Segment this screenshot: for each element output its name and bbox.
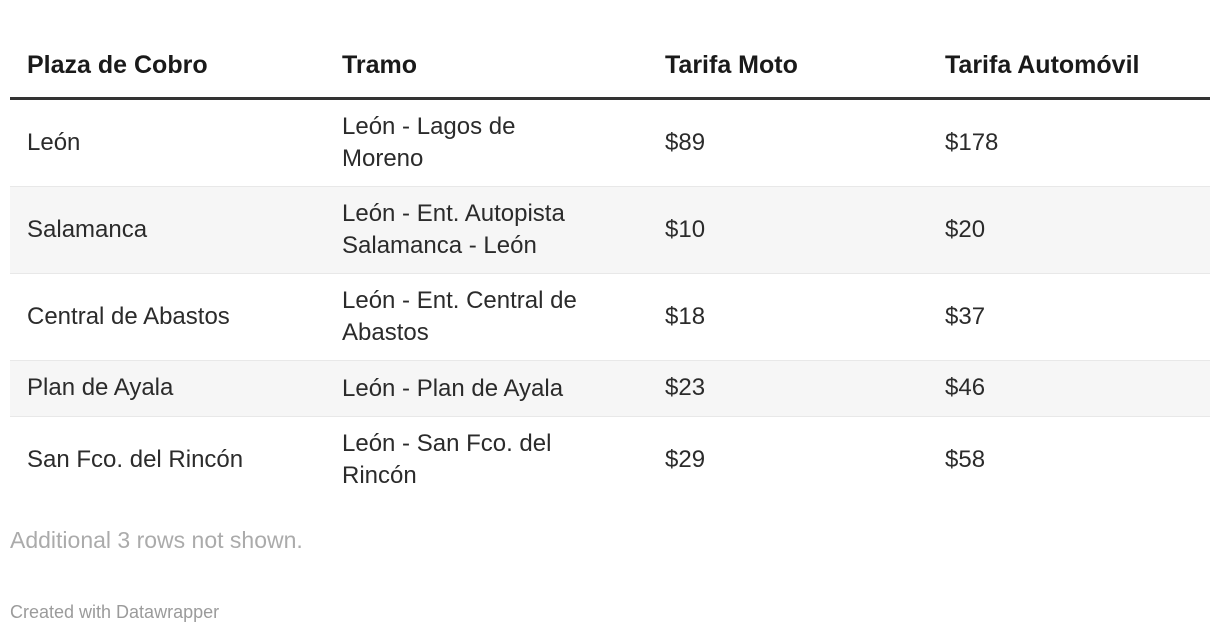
cell-tarifa-automovil: $20	[945, 216, 986, 243]
cell-plaza: San Fco. del Rincón	[27, 445, 244, 473]
cell-tramo: León - San Fco. del Rincón	[325, 416, 648, 503]
cell-tarifa-automovil: $58	[945, 445, 986, 473]
cell-tramo: León - Ent. Autopista Salamanca - León	[325, 187, 648, 274]
cell-tarifa-automovil: $178	[945, 129, 999, 156]
cell-tarifa-moto: $89	[665, 129, 706, 156]
cell-tarifa-moto: $10	[665, 216, 706, 243]
table-row: Central de Abastos León - Ent. Central d…	[10, 273, 1210, 361]
column-header-plaza-de-cobro: Plaza de Cobro	[10, 35, 325, 100]
table-row: San Fco. del Rincón León - San Fco. del …	[10, 416, 1210, 503]
cell-plaza: Central de Abastos	[27, 303, 230, 330]
column-header-tarifa-moto: Tarifa Moto	[648, 35, 928, 100]
table-row: Plan de Ayala León - Plan de Ayala $23 $…	[10, 360, 1210, 417]
cell-tramo: León - Ent. Central de Abastos	[325, 274, 648, 361]
cell-tarifa-moto: $23	[665, 374, 706, 402]
column-header-tarifa-automovil: Tarifa Automóvil	[928, 35, 1210, 100]
cell-plaza: Plan de Ayala	[27, 374, 174, 402]
cell-tramo-text: León - San Fco. del Rincón	[342, 429, 552, 489]
cell-tramo-text: León - Ent. Autopista Salamanca - León	[342, 200, 565, 259]
cell-tramo-text: León - Ent. Central de Abastos	[342, 287, 577, 346]
table-row: León León - Lagos de Moreno $89 $178	[10, 98, 1210, 187]
cell-tarifa-automovil: $46	[945, 374, 986, 402]
table-row: Salamanca León - Ent. Autopista Salamanc…	[10, 186, 1210, 274]
datawrapper-attribution-link[interactable]: Created with Datawrapper	[10, 601, 220, 622]
cell-tarifa-moto: $29	[665, 445, 706, 473]
cell-tramo: León - Plan de Ayala	[325, 361, 648, 417]
cell-tarifa-moto: $18	[665, 303, 706, 330]
cell-plaza: Salamanca	[27, 216, 148, 243]
cell-tramo: León - Lagos de Moreno	[325, 99, 648, 187]
toll-fees-table: Plaza de Cobro Tramo Tarifa Moto Tarifa …	[10, 35, 1210, 503]
cell-tramo-text: León - Plan de Ayala	[342, 374, 564, 402]
table-header-row: Plaza de Cobro Tramo Tarifa Moto Tarifa …	[10, 35, 1210, 100]
cell-tramo-text: León - Lagos de Moreno	[342, 113, 516, 172]
rows-not-shown-note: Additional 3 rows not shown.	[10, 526, 303, 553]
cell-plaza: León	[27, 129, 81, 156]
cell-tarifa-automovil: $37	[945, 303, 986, 330]
column-header-tramo: Tramo	[325, 35, 648, 100]
